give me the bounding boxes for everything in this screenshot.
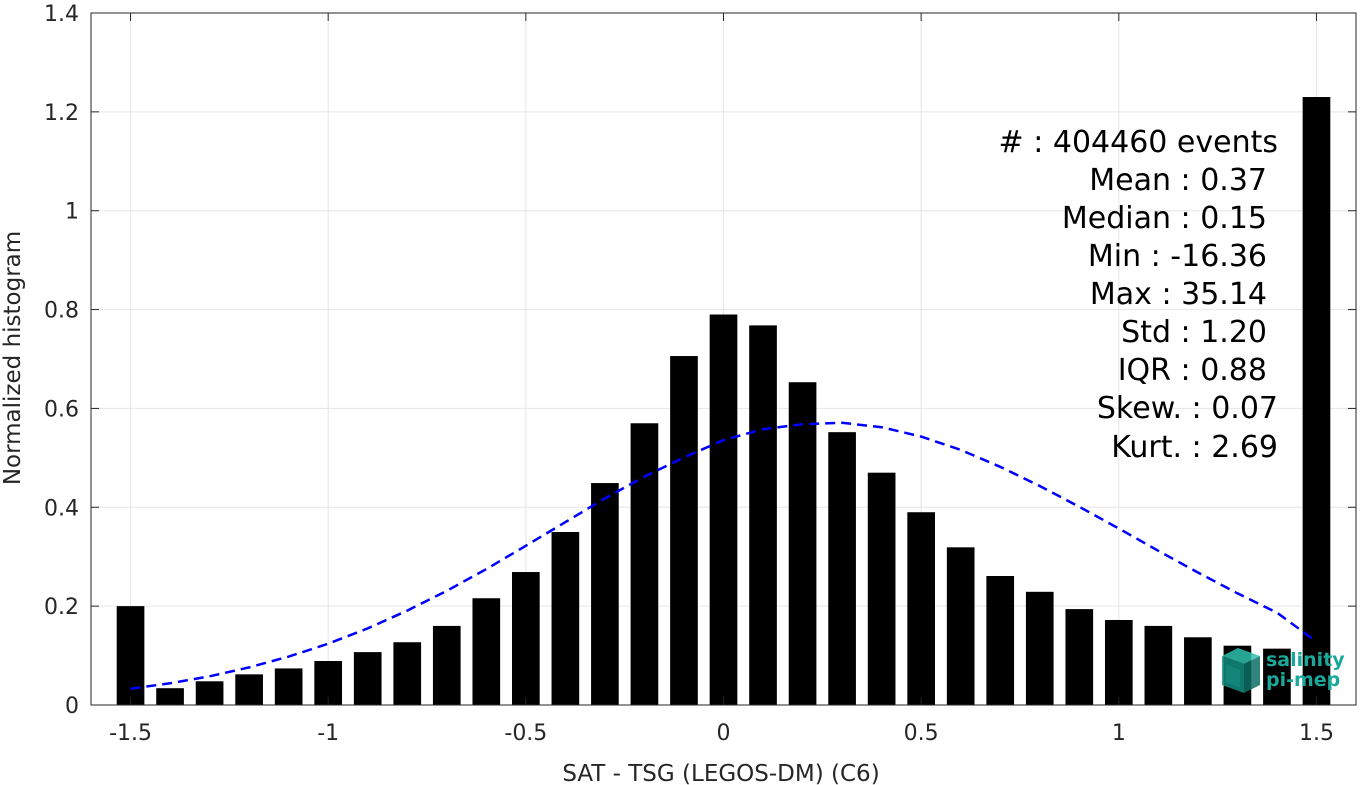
gaussian-fit-curve [130, 421, 1318, 690]
stat-min: Min : -16.36 [1088, 239, 1267, 274]
statistics-box: # : 404460 events Mean : 0.37 Median : 0… [999, 125, 1278, 465]
histogram-bar [591, 483, 619, 705]
histogram-bar [1025, 591, 1054, 705]
stat-mean: Mean : 0.37 [1089, 163, 1267, 198]
x-axis-label: SAT - TSG (LEGOS-DM) (C6) [562, 761, 879, 785]
histogram-bar [393, 642, 422, 705]
y-tick-label: 1.2 [44, 101, 79, 126]
y-axis-label: Normalized histogram [0, 231, 26, 485]
salinity-pi-mep-logo: salinity pi-mep [1222, 648, 1345, 693]
histogram-bar [116, 606, 145, 705]
x-tick-label: 0.5 [904, 721, 939, 746]
y-tick-label: 0.4 [44, 496, 79, 521]
x-tick-label: 1 [1112, 721, 1126, 746]
histogram-bar [1104, 619, 1133, 705]
histogram-bar [353, 652, 382, 705]
histogram-bar [670, 356, 698, 705]
y-tick-label: 1 [65, 200, 79, 225]
histogram-bar [1184, 637, 1212, 705]
x-tick-label: -1.5 [109, 721, 152, 746]
histogram-bar [156, 688, 184, 705]
histogram-bar [512, 572, 540, 705]
stat-count: # : 404460 events [999, 125, 1278, 160]
histogram-bar [274, 668, 303, 705]
histogram-bar [1065, 609, 1094, 705]
y-tick-label: 0.2 [44, 595, 79, 620]
histogram-bar [828, 432, 856, 705]
histogram-bar [195, 681, 224, 705]
stat-skew: Skew. : 0.07 [1097, 391, 1278, 426]
logo-text-line1: salinity [1266, 649, 1345, 671]
x-tick-label: -0.5 [504, 721, 547, 746]
histogram-bar [788, 382, 817, 705]
histogram-bar [235, 674, 263, 705]
histogram-bar [432, 625, 461, 705]
histogram-bar [986, 575, 1015, 705]
histogram-bar [709, 314, 738, 705]
tick-labels: -1.5 -1 -0.5 0 0.5 1 1.5 0 0.2 0.4 0.6 0.8 1 1.2 1.4 [44, 2, 1334, 746]
y-tick-label: 1.4 [44, 2, 79, 27]
histogram-bar [1263, 648, 1291, 705]
grid-lines [91, 12, 1356, 706]
histogram-bar [630, 423, 659, 705]
histogram-bar [907, 512, 935, 705]
x-tick-label: 0 [717, 721, 731, 746]
histogram-bar [551, 532, 580, 705]
stat-std: Std : 1.20 [1121, 315, 1267, 350]
histogram-bar [946, 547, 975, 705]
logo-text-line2: pi-mep [1266, 669, 1340, 691]
stat-median: Median : 0.15 [1062, 201, 1267, 236]
histogram-bar [472, 598, 501, 705]
histogram-bar [1302, 97, 1331, 706]
y-tick-label: 0 [65, 694, 79, 719]
stat-iqr: IQR : 0.88 [1118, 353, 1267, 388]
x-tick-label: -1 [317, 721, 339, 746]
fit-curve-layer [130, 421, 1318, 690]
bars [116, 97, 1331, 706]
histogram-bar [867, 472, 896, 705]
y-tick-label: 0.6 [44, 397, 79, 422]
histogram-bar [1144, 625, 1173, 705]
logo-cube-icon [1222, 648, 1260, 693]
y-tick-label: 0.8 [44, 299, 79, 324]
x-tick-label: 1.5 [1299, 721, 1334, 746]
histogram-bar [749, 325, 777, 705]
stat-max: Max : 35.14 [1090, 277, 1267, 312]
stat-kurt: Kurt. : 2.69 [1111, 430, 1278, 465]
axes [90, 12, 1357, 706]
